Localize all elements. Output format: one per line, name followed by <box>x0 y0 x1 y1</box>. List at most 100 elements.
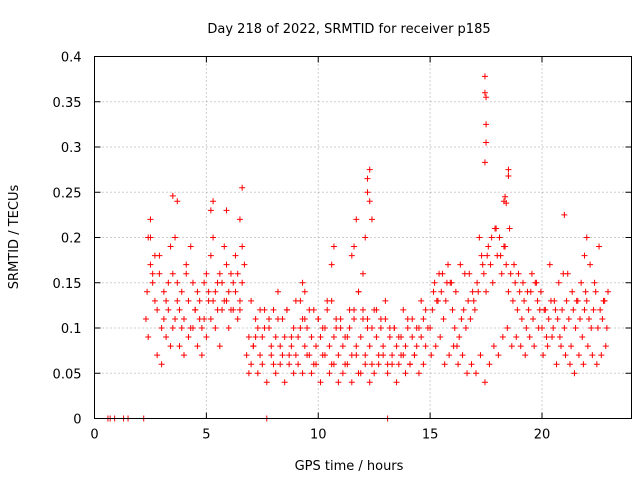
data-point <box>337 315 344 322</box>
data-point <box>355 288 362 295</box>
data-point <box>484 252 491 259</box>
data-point <box>431 279 438 286</box>
data-point <box>160 288 167 295</box>
data-point <box>172 315 179 322</box>
data-point <box>165 306 172 313</box>
data-point <box>299 279 306 286</box>
data-point <box>185 334 192 341</box>
data-point <box>497 252 504 259</box>
data-point <box>598 352 605 359</box>
data-point <box>306 306 313 313</box>
data-point <box>326 343 333 350</box>
data-point <box>183 270 190 277</box>
data-point <box>234 270 241 277</box>
data-point <box>286 361 293 368</box>
data-point <box>581 306 588 313</box>
data-point <box>526 334 533 341</box>
data-point <box>304 352 311 359</box>
data-point <box>483 94 490 101</box>
data-point <box>297 325 304 331</box>
data-point <box>368 361 375 368</box>
data-point <box>571 370 578 377</box>
data-point <box>505 172 512 179</box>
data-point <box>364 189 371 196</box>
data-point <box>277 361 284 368</box>
data-point <box>437 334 444 341</box>
data-point <box>561 325 568 331</box>
data-point <box>389 352 396 359</box>
data-point <box>366 166 373 173</box>
data-point <box>460 306 467 313</box>
data-point <box>442 297 449 304</box>
data-point <box>509 297 516 304</box>
data-point <box>441 361 448 368</box>
data-point <box>277 343 284 350</box>
data-point <box>404 325 411 331</box>
data-point <box>364 315 371 322</box>
data-point <box>542 306 549 313</box>
data-point <box>348 252 355 259</box>
data-point <box>154 352 161 359</box>
data-point <box>597 306 604 313</box>
data-point <box>272 370 279 377</box>
data-point <box>147 216 154 223</box>
data-point <box>543 334 550 341</box>
data-point <box>400 306 407 313</box>
data-point <box>479 261 486 268</box>
data-point <box>499 334 506 341</box>
data-point <box>216 343 223 350</box>
data-point <box>145 334 152 341</box>
data-point <box>362 352 369 359</box>
data-point <box>292 352 299 359</box>
data-point <box>581 252 588 259</box>
data-point <box>351 243 358 250</box>
data-point <box>201 315 208 322</box>
data-point <box>572 325 579 331</box>
x-tick-label: 15 <box>422 428 439 443</box>
data-point <box>377 325 384 331</box>
data-point <box>377 315 384 322</box>
data-point <box>292 297 299 304</box>
data-point <box>530 315 537 322</box>
y-tick-label: 0 <box>73 413 81 428</box>
data-point <box>517 343 524 350</box>
data-point <box>219 306 226 313</box>
data-point <box>373 306 380 313</box>
data-point <box>335 379 342 386</box>
data-point <box>357 370 364 377</box>
data-point <box>257 352 264 359</box>
data-point <box>268 343 275 350</box>
data-point <box>353 352 360 359</box>
data-point <box>270 361 277 368</box>
data-point <box>207 207 214 214</box>
data-point <box>169 270 176 277</box>
y-tick-label: 0.15 <box>53 277 82 292</box>
data-point <box>578 279 585 286</box>
data-point <box>210 198 217 205</box>
data-point <box>198 352 205 359</box>
data-point <box>205 288 212 295</box>
data-point <box>142 315 149 322</box>
data-point <box>315 315 322 322</box>
data-point <box>295 361 302 368</box>
data-point <box>230 279 237 286</box>
data-point <box>449 306 456 313</box>
data-point <box>556 334 563 341</box>
data-point <box>156 252 163 259</box>
data-point <box>212 325 219 331</box>
data-point <box>409 334 416 341</box>
data-point <box>589 352 596 359</box>
x-axis-label: GPS time / hours <box>295 459 404 474</box>
data-point <box>561 211 568 218</box>
data-point <box>446 352 453 359</box>
x-tick-label: 5 <box>202 428 210 443</box>
data-point <box>502 193 509 200</box>
data-point <box>324 306 331 313</box>
data-point <box>516 288 523 295</box>
data-point <box>301 343 308 350</box>
data-point <box>151 297 158 304</box>
data-point <box>380 352 387 359</box>
data-point <box>366 198 373 205</box>
data-point <box>203 270 210 277</box>
data-point <box>304 325 311 331</box>
